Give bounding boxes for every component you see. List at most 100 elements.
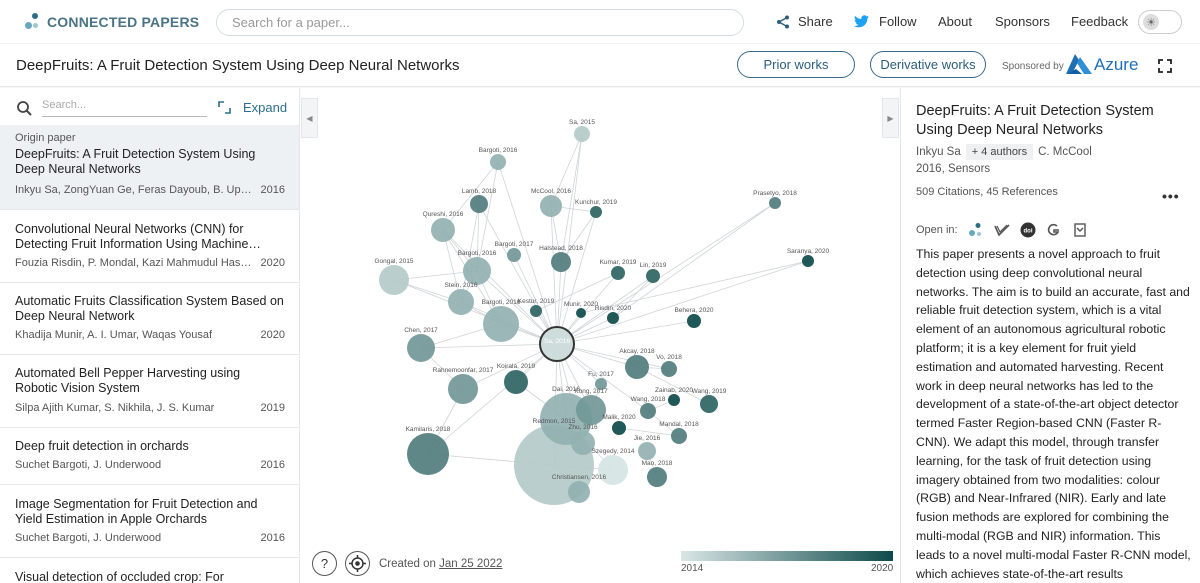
- expand-button[interactable]: Expand: [218, 100, 287, 115]
- graph-node[interactable]: [647, 467, 667, 487]
- graph-node[interactable]: [612, 421, 626, 435]
- share-label: Share: [798, 14, 833, 29]
- paper-title: Visual detection of occluded crop: For: [15, 570, 224, 583]
- share-icon: [777, 15, 789, 28]
- graph-node[interactable]: [576, 395, 606, 425]
- graph-node-label: Qureshi, 2016: [423, 211, 464, 218]
- graph-node[interactable]: [540, 195, 562, 217]
- list-item[interactable]: Visual detection of occluded crop: For: [0, 558, 299, 583]
- prior-works-button[interactable]: Prior works: [737, 51, 855, 78]
- graph-node[interactable]: [507, 248, 521, 262]
- paper-meta: Inkyu Sa, ZongYuan Ge, Feras Dayoub, B. …: [15, 184, 285, 196]
- logo[interactable]: CONNECTED PAPERS: [25, 12, 199, 32]
- paper-title: Automated Bell Pepper Harvesting using R…: [15, 366, 241, 395]
- graph-node[interactable]: [379, 265, 409, 295]
- graph-node[interactable]: [483, 306, 519, 342]
- open-in-row: Open in: doi: [916, 222, 1088, 238]
- graph-node[interactable]: [539, 326, 575, 362]
- graph-node[interactable]: [590, 206, 602, 218]
- graph-node[interactable]: [607, 312, 619, 324]
- graph-node-label: Stein, 2016: [445, 282, 478, 289]
- search-input[interactable]: Search for a paper...: [216, 9, 744, 36]
- pdf-icon[interactable]: [1072, 222, 1088, 238]
- graph-node-label: Halstead, 2018: [539, 245, 583, 252]
- graph-node[interactable]: [638, 442, 656, 460]
- graph-node[interactable]: [448, 289, 474, 315]
- graph-node[interactable]: [598, 455, 628, 485]
- doi-icon[interactable]: doi: [1020, 222, 1036, 238]
- semantic-scholar-icon[interactable]: [993, 222, 1010, 238]
- connected-papers-icon[interactable]: [968, 222, 984, 238]
- graph-edge: [618, 427, 680, 437]
- graph-node[interactable]: [802, 255, 814, 267]
- more-authors-button[interactable]: + 4 authors: [965, 144, 1034, 160]
- azure-sponsor-link[interactable]: Azure: [1064, 54, 1138, 76]
- list-item[interactable]: Image Segmentation for Fruit Detection a…: [0, 485, 299, 558]
- share-link[interactable]: Share: [776, 14, 833, 29]
- graph-node[interactable]: [576, 308, 586, 318]
- graph-node[interactable]: [470, 195, 488, 213]
- graph-node[interactable]: [661, 361, 677, 377]
- created-date-link[interactable]: Jan 25 2022: [439, 558, 503, 570]
- graph-edge: [556, 133, 583, 345]
- graph-node[interactable]: [646, 269, 660, 283]
- graph-node[interactable]: [407, 433, 449, 475]
- list-item[interactable]: Automated Bell Pepper Harvesting using R…: [0, 355, 299, 428]
- author-first[interactable]: Inkyu Sa: [916, 146, 961, 158]
- about-link[interactable]: About: [938, 14, 972, 29]
- help-button[interactable]: ?: [312, 551, 337, 576]
- graph-node-label: Gongal, 2015: [374, 258, 413, 265]
- collapse-right-panel-button[interactable]: ▶: [882, 98, 899, 138]
- collapse-left-panel-button[interactable]: ◀: [301, 98, 318, 138]
- graph-node[interactable]: [431, 218, 455, 242]
- paper-graph[interactable]: Sa, 2016 Sa, 2015 Bargoti, 2016 Lamb, 2018 M…: [301, 88, 899, 583]
- graph-node[interactable]: [504, 370, 528, 394]
- feedback-link[interactable]: Feedback: [1071, 14, 1129, 29]
- graph-node[interactable]: [687, 314, 701, 328]
- graph-node[interactable]: [463, 257, 491, 285]
- graph-node[interactable]: [668, 394, 680, 406]
- follow-link[interactable]: Follow: [854, 14, 917, 29]
- fullscreen-icon[interactable]: [1157, 58, 1173, 74]
- graph-node[interactable]: [407, 334, 435, 362]
- graph-edge: [460, 203, 480, 303]
- graph-node[interactable]: [568, 481, 590, 503]
- graph-node[interactable]: [574, 126, 590, 142]
- graph-edge: [535, 272, 619, 312]
- more-options-icon[interactable]: •••: [1162, 188, 1180, 204]
- graph-node[interactable]: [571, 431, 595, 455]
- derivative-works-button[interactable]: Derivative works: [870, 51, 986, 78]
- graph-node[interactable]: [530, 305, 542, 317]
- graph-node[interactable]: [448, 374, 478, 404]
- paper-authors: Inkyu Sa, ZongYuan Ge, Feras Dayoub, B. …: [15, 184, 255, 196]
- graph-node[interactable]: [611, 266, 625, 280]
- twitter-icon: [854, 15, 869, 28]
- graph-node[interactable]: [595, 378, 607, 390]
- paper-authors: Suchet Bargoti, J. Underwood: [15, 459, 162, 471]
- graph-edge: [427, 343, 558, 455]
- origin-label: Origin paper: [15, 132, 76, 144]
- graph-node-label: Christiansen, 2016: [552, 474, 607, 481]
- paper-authors: Suchet Bargoti, J. Underwood: [15, 532, 162, 544]
- graph-node[interactable]: [625, 355, 649, 379]
- list-item[interactable]: Convolutional Neural Networks (CNN) for …: [0, 210, 299, 283]
- recenter-button[interactable]: [345, 551, 370, 576]
- graph-node-label: Dai, 2016: [552, 386, 580, 393]
- graph-node[interactable]: [640, 403, 656, 419]
- graph-node[interactable]: [551, 252, 571, 272]
- list-item[interactable]: Deep fruit detection in orchards Suchet …: [0, 428, 299, 485]
- sponsors-link[interactable]: Sponsors: [995, 14, 1050, 29]
- google-scholar-icon[interactable]: [1046, 222, 1062, 238]
- list-item[interactable]: Automatic Fruits Classification System B…: [0, 283, 299, 355]
- connected-papers-logo-icon: [25, 13, 41, 31]
- graph-node[interactable]: [490, 154, 506, 170]
- graph-node[interactable]: [769, 197, 781, 209]
- list-search-input[interactable]: Search...: [42, 99, 207, 117]
- theme-toggle[interactable]: ☀: [1138, 10, 1182, 34]
- graph-node-label: Lamb, 2018: [462, 188, 497, 195]
- graph-node[interactable]: [671, 428, 687, 444]
- origin-paper-item[interactable]: Origin paper DeepFruits: A Fruit Detecti…: [0, 125, 299, 210]
- graph-node[interactable]: [700, 395, 718, 413]
- graph-canvas[interactable]: Sa, 2016 Sa, 2015 Bargoti, 2016 Lamb, 2018 M…: [301, 88, 899, 583]
- author-last[interactable]: C. McCool: [1038, 146, 1092, 158]
